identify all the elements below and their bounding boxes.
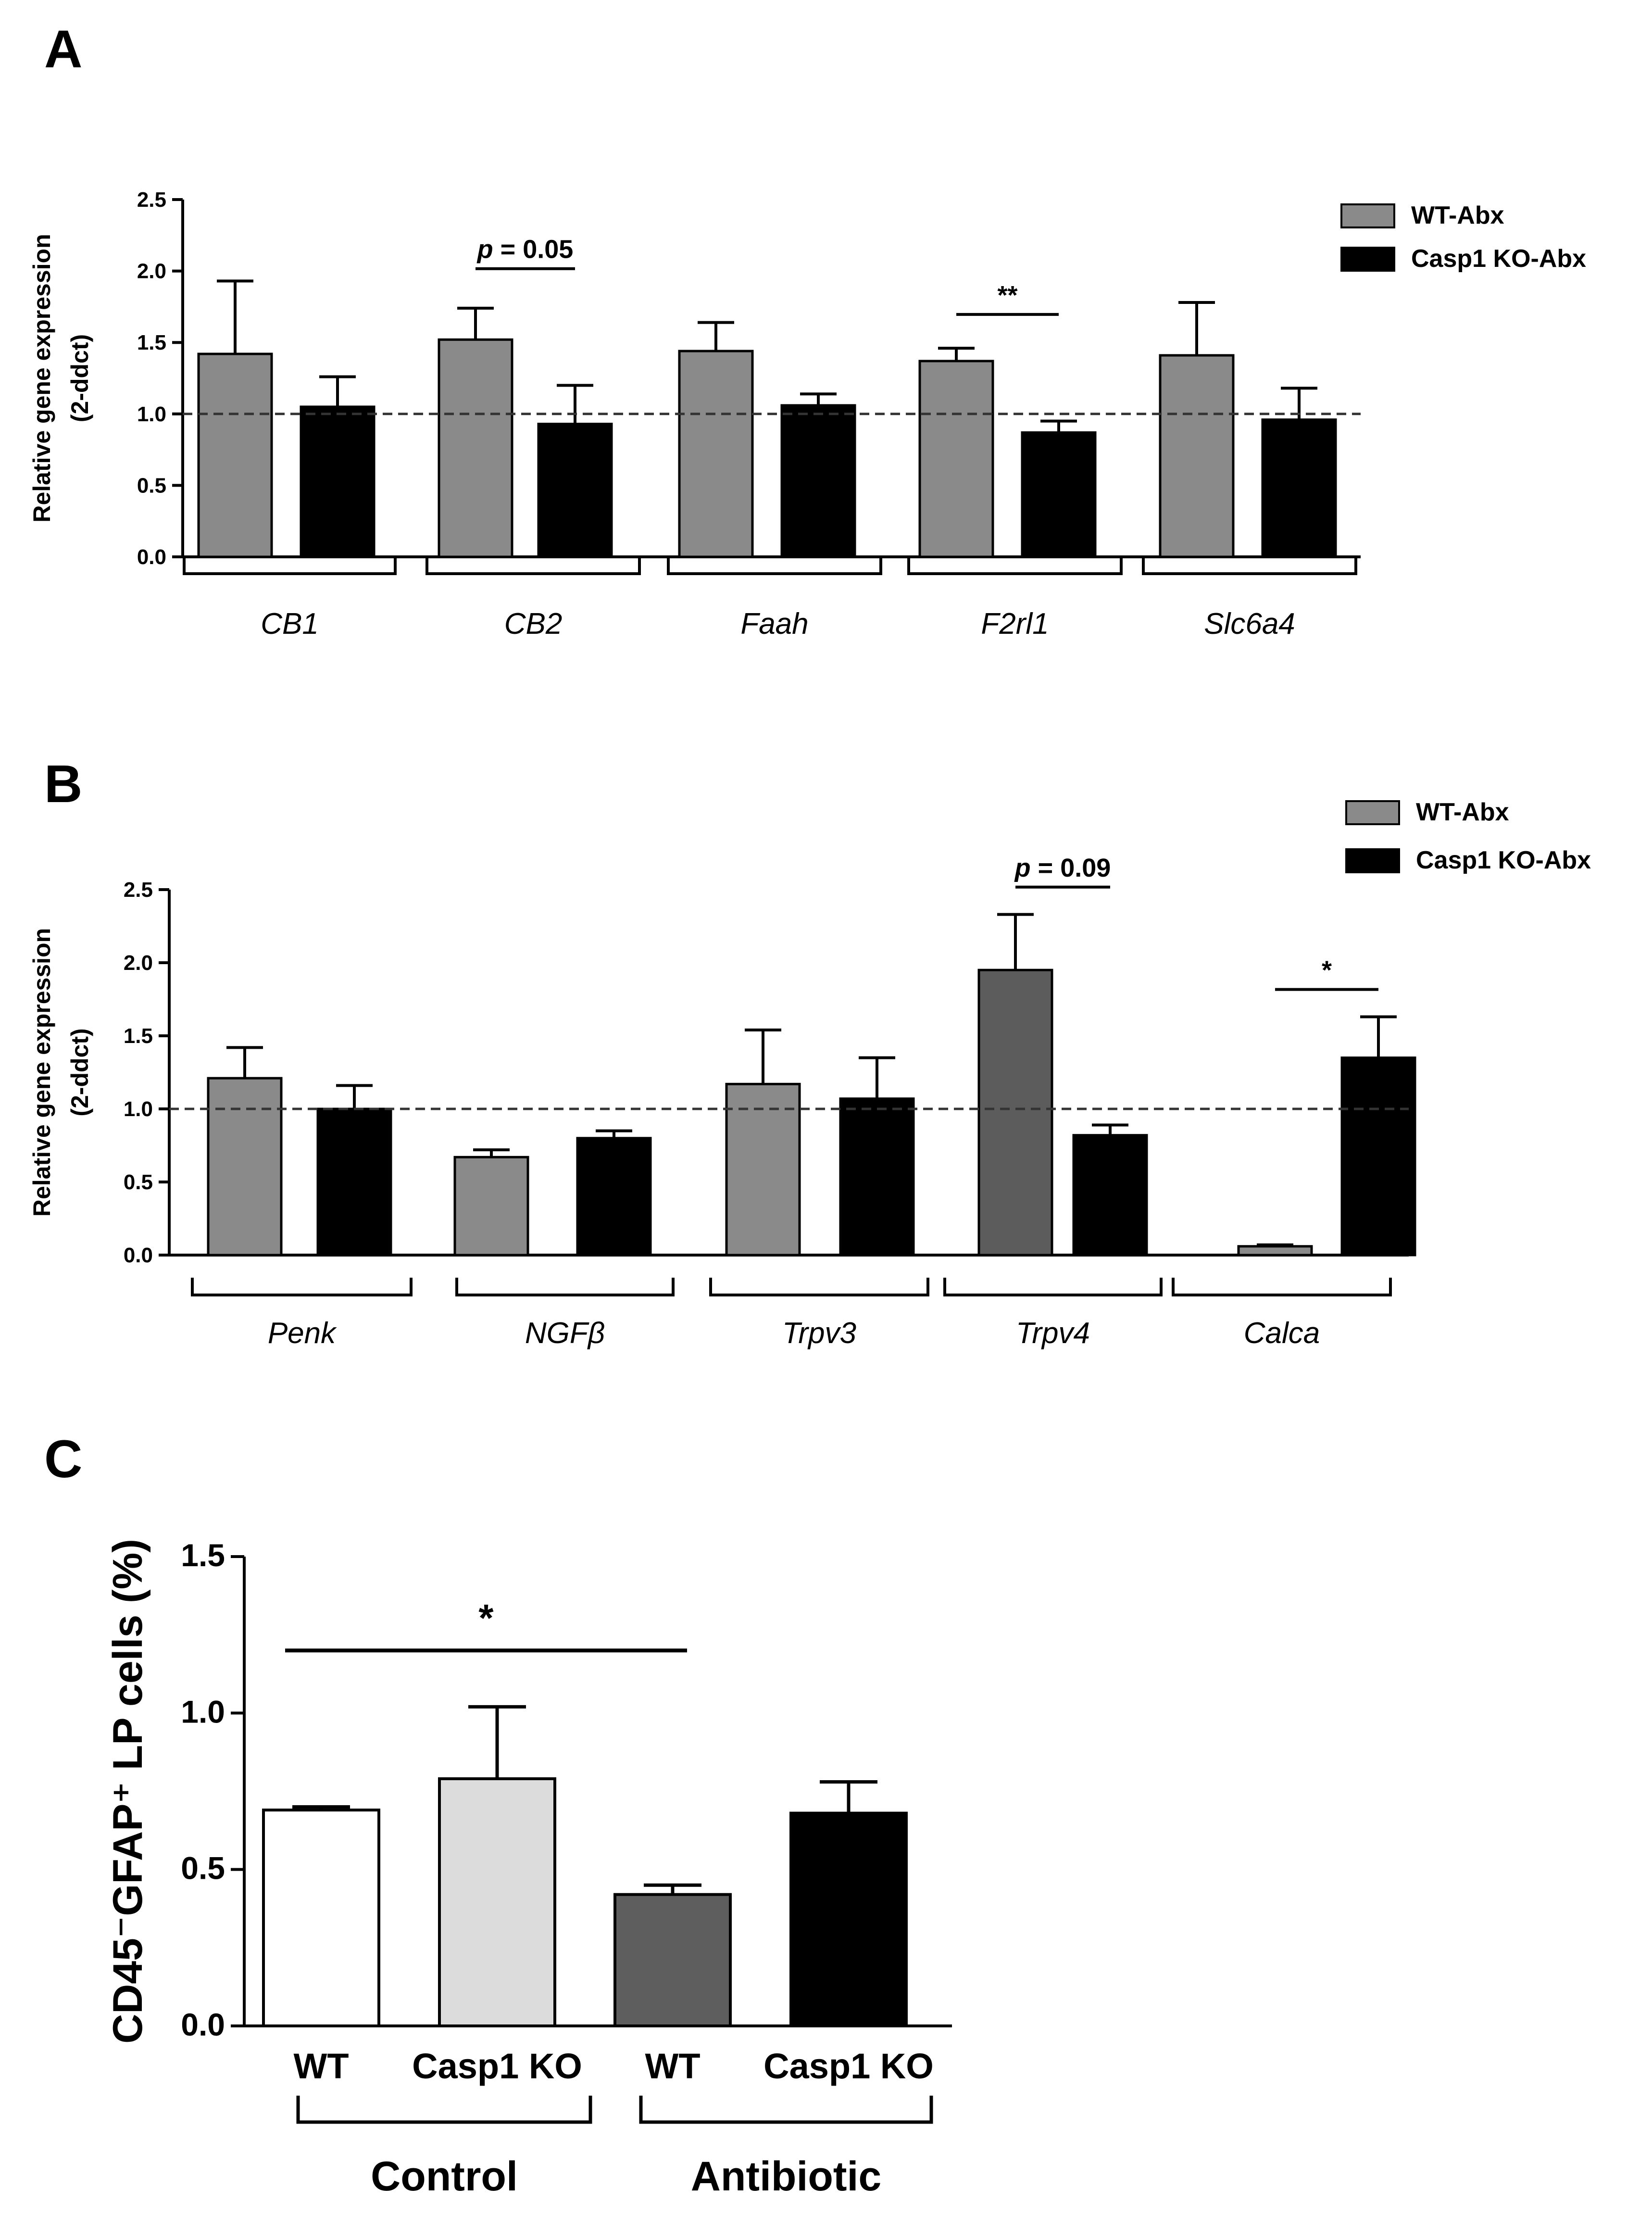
panel-c-bar-control-casp1-ko [438,1777,556,2028]
panel-a-legend-label-casp1-ko-abx: Casp1 KO-Abx [1411,245,1586,273]
panel-b-bracket-trpv3 [709,1278,929,1296]
panel-a-y-tick-label: 1.0 [137,402,166,426]
panel-b-y-tick-label: 2.5 [124,878,153,902]
panel-b-p-symbol: p [1014,854,1031,882]
panel-b-gene-label-ngf: NGFβ [525,1317,605,1350]
panel-c-y-tick-label: 0.5 [181,1850,225,1886]
panel-c-group-label-antibiotic: Antibiotic [691,2153,882,2200]
panel-b-bar-ngf-casp1-ko-abx [576,1137,652,1257]
panel-b-bar-calca-casp1-ko-abx [1340,1056,1416,1257]
panel-a-gene-label-faah: Faah [740,607,808,641]
panel-a-gene-label-slc6a4: Slc6a4 [1204,607,1295,641]
panel-a-p-symbol: p [476,235,493,264]
panel-c: C 0.0 0.5 1.0 1.5 CD45⁻GFAP⁺ LP cells (%) WT Ca… [44,1430,952,2200]
panel-a-bar-slc6a4-casp1-ko-abx [1261,418,1337,558]
panel-b-bar-trpv3-casp1-ko-abx [839,1097,915,1257]
panel-a: A 0.0 0.5 1.0 1.5 2.0 2.5 Relative gene express… [28,20,1586,641]
panel-a-gene-label-cb2: CB2 [504,607,563,641]
panel-a-bracket-f2rl1 [907,556,1123,575]
panel-b: B 0.0 0.5 1.0 1.5 2.0 2.5 Relative gene express… [28,754,1591,1350]
panel-a-y-tick-label: 2.0 [137,260,166,283]
panel-b-annotation-text: = 0.09 [1031,854,1111,882]
panel-b-y-tick-label: 0.0 [124,1244,153,1267]
panel-b-letter: B [44,754,82,814]
panel-c-bar-control-wt [262,1809,380,2028]
panel-b-bar-calca-wt-abx [1237,1245,1313,1257]
panel-b-y-tick-label: 1.0 [124,1097,153,1121]
panel-b-y-tick-label: 1.5 [124,1024,153,1048]
panel-a-annotation-text: = 0.05 [493,235,574,264]
panel-c-y-tick-label: 1.0 [181,1694,225,1729]
panel-c-bracket-antibiotic [639,2096,933,2124]
panel-a-bracket-faah [667,556,882,575]
panel-b-gene-label-trpv4: Trpv4 [1016,1317,1090,1350]
panel-b-gene-label-trpv3: Trpv3 [782,1317,856,1350]
panel-b-significance-label-trpv4: p = 0.09 [1014,854,1111,882]
panel-a-annotation-text: ** [997,281,1017,310]
panel-b-y-tick-label: 2.0 [124,951,153,975]
panel-b-legend-swatch-casp1-ko-abx [1345,848,1400,873]
panel-a-y-tick-label: 0.0 [137,545,166,569]
panel-a-gene-label-cb1: CB1 [261,607,319,641]
panel-c-y-label: CD45⁻GFAP⁺ LP cells (%) [105,1539,151,2044]
panel-a-legend-swatch-casp1-ko-abx [1340,247,1395,272]
panel-b-gene-label-penk: Penk [268,1317,337,1350]
panel-b-significance-label-calca: * [1322,956,1332,985]
panel-a-legend-swatch-wt-abx [1340,203,1395,228]
panel-c-category-label-casp1-ko: Casp1 KO [763,2046,934,2086]
panel-a-bracket-cb2 [426,556,641,575]
panel-b-annotation-text: * [1322,956,1332,985]
panel-a-bracket-cb1 [183,556,397,575]
panel-b-legend-label-wt-abx: WT-Abx [1416,798,1509,826]
panel-a-legend-label-wt-abx: WT-Abx [1411,201,1504,229]
panel-c-category-label-wt: WT [293,2046,349,2086]
panel-c-letter: C [44,1430,82,1489]
panel-a-y-label: Relative gene expression [28,234,55,522]
panel-b-bracket-trpv4 [943,1278,1163,1296]
panel-a-bar-faah-wt-abx [678,350,754,558]
panel-a-bar-slc6a4-wt-abx [1159,354,1235,558]
panel-a-bar-faah-casp1-ko-abx [780,404,856,558]
panel-b-bracket-penk [191,1278,413,1296]
panel-a-bar-cb1-wt-abx [197,352,273,558]
panel-b-y-tick-label: 0.5 [124,1170,153,1194]
panel-c-significance-label: * [478,1596,494,1639]
panel-c-category-label-casp1-ko: Casp1 KO [412,2046,582,2086]
panel-a-bar-f2rl1-wt-abx [918,360,994,558]
panel-a-bar-cb2-wt-abx [438,338,513,558]
panel-a-gene-label-f2rl1: F2rl1 [981,607,1049,641]
panel-a-y-tick-label: 2.5 [137,188,166,212]
panel-b-bracket-calca [1172,1278,1392,1296]
panel-c-y-tick-label: 0.0 [181,2007,225,2042]
panel-b-bar-ngf-wt-abx [453,1156,529,1257]
panel-c-y-tick-label: 1.5 [181,1537,225,1573]
panel-a-bracket-slc6a4 [1142,556,1357,575]
panel-b-y-label-unit: (2-ddct) [66,1028,93,1116]
panel-b-bar-penk-wt-abx [207,1077,283,1257]
panel-c-bar-antibiotic-wt [613,1893,732,2027]
panel-c-bar-antibiotic-casp1-ko [789,1811,908,2027]
panel-b-gene-label-calca: Calca [1244,1317,1320,1350]
panel-b-bar-trpv3-wt-abx [725,1082,801,1257]
panel-a-y-tick-label: 1.5 [137,331,166,354]
panel-a-letter: A [44,20,82,79]
panel-a-bar-cb1-casp1-ko-abx [300,405,375,558]
panel-a-y-tick-label: 0.5 [137,474,166,497]
panel-b-bar-penk-casp1-ko-abx [316,1107,392,1257]
panel-b-legend-swatch-wt-abx [1345,800,1400,825]
panel-c-bracket-control [296,2096,592,2124]
panel-b-bar-trpv4-casp1-ko-abx [1072,1134,1148,1257]
panel-a-significance-label-f2rl1: ** [997,281,1017,310]
panel-c-category-label-wt: WT [645,2046,700,2086]
panel-a-significance-label-cb2: p = 0.05 [476,235,574,264]
panel-a-bar-cb2-casp1-ko-abx [537,423,613,558]
panel-b-legend-label-casp1-ko-abx: Casp1 KO-Abx [1416,846,1591,874]
panel-b-y-label: Relative gene expression [28,928,55,1217]
panel-c-group-label-control: Control [371,2153,518,2200]
panel-a-y-label-unit: (2-ddct) [66,334,93,422]
panel-a-bar-f2rl1-casp1-ko-abx [1021,431,1097,558]
panel-b-bar-trpv4-wt-abx [977,968,1053,1257]
panel-b-bracket-ngf [455,1278,675,1296]
